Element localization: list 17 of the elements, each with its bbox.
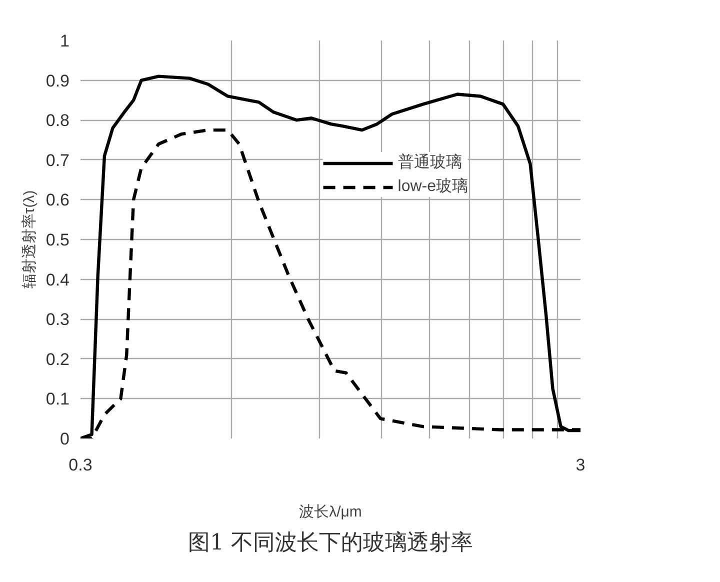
y-tick-label: 0.1	[46, 390, 70, 409]
x-axis-title: 波长λ/μm	[299, 504, 362, 520]
y-tick-label: 0.4	[46, 270, 70, 290]
y-tick-label: 1	[60, 32, 70, 50]
x-tick-label: 3	[576, 456, 586, 474]
y-tick-label: 0.5	[46, 230, 70, 250]
y-tick-label: 0.2	[46, 350, 70, 369]
y-tick-label: 0.9	[46, 71, 70, 90]
y-axis-title: 辐射透射率τ(λ)	[20, 190, 38, 289]
text: 图1 不同波长下的玻璃透射率	[188, 530, 474, 556]
legend-label: low-e玻璃	[398, 176, 468, 197]
y-tick-label: 0.7	[46, 150, 70, 170]
y-tick-label: 0.8	[46, 111, 70, 130]
y-tick-label: 0.6	[46, 190, 70, 210]
y-tick-label: 0.3	[46, 310, 70, 330]
legend-label: 普通玻璃	[398, 152, 462, 173]
y-tick-label: 0	[60, 430, 70, 448]
